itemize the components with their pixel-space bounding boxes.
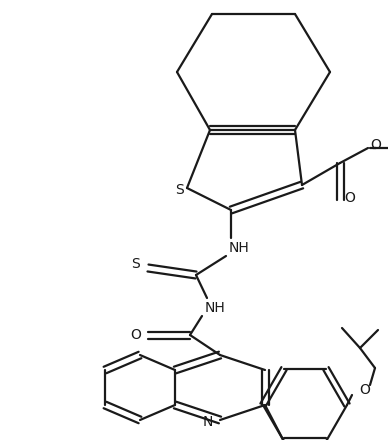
Text: O: O (131, 328, 142, 342)
Text: NH: NH (204, 301, 225, 315)
Text: NH: NH (229, 241, 249, 255)
Text: S: S (132, 257, 140, 271)
Text: O: O (371, 138, 381, 152)
Text: N: N (203, 415, 213, 429)
Text: O: O (360, 383, 371, 397)
Text: S: S (175, 183, 184, 197)
Text: O: O (345, 191, 355, 205)
